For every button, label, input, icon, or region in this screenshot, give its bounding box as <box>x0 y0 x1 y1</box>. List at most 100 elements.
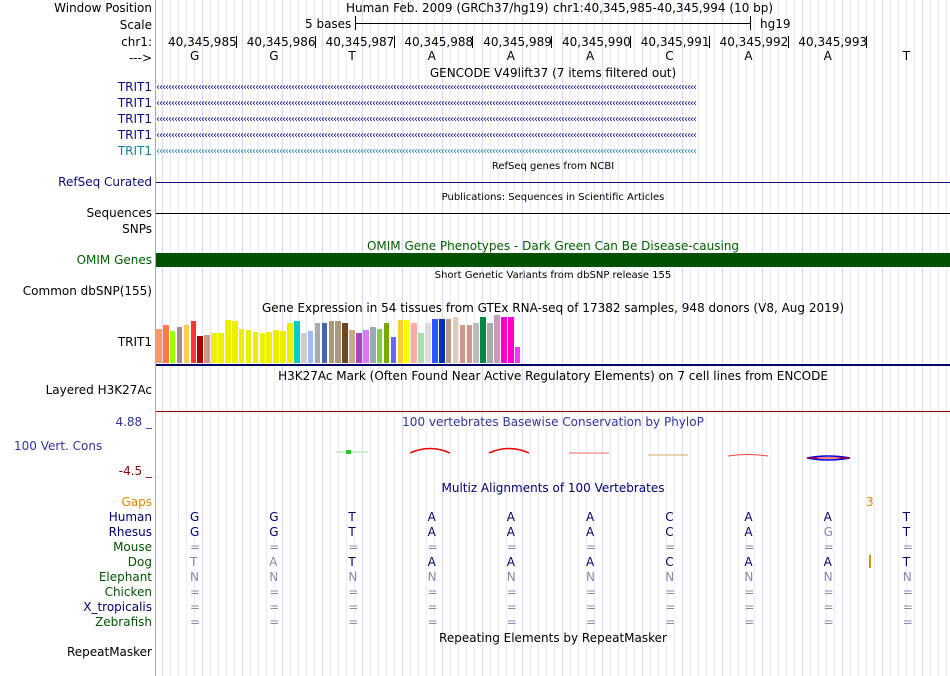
gencode-label[interactable]: TRIT1 <box>117 112 152 126</box>
gtex-bar[interactable] <box>432 319 438 363</box>
species-label[interactable]: X_tropicalis <box>83 600 152 614</box>
gtex-bar[interactable] <box>404 320 411 363</box>
gtex-bar[interactable] <box>487 323 493 363</box>
gtex-bar[interactable] <box>466 325 473 363</box>
gtex-bar[interactable] <box>356 333 362 363</box>
repeatmasker-label[interactable]: RepeatMasker <box>66 645 152 659</box>
gtex-bar[interactable] <box>156 329 162 363</box>
gtex-bar[interactable] <box>425 323 431 363</box>
grid-line <box>802 0 803 676</box>
gencode-label[interactable]: TRIT1 <box>117 128 152 142</box>
gencode-transcript[interactable]: ‹‹‹‹‹‹‹‹‹‹‹‹‹‹‹‹‹‹‹‹‹‹‹‹‹‹‹‹‹‹‹‹‹‹‹‹‹‹‹‹… <box>156 131 697 141</box>
gtex-bar[interactable] <box>294 321 300 363</box>
species-label[interactable]: Human <box>108 510 152 524</box>
ruler-tick <box>787 36 789 48</box>
gtex-bar[interactable] <box>245 330 252 363</box>
gtex-bar[interactable] <box>369 327 376 363</box>
alignment-base: A <box>823 555 832 569</box>
gencode-label[interactable]: TRIT1 <box>117 80 152 94</box>
ruler-tick <box>708 36 710 48</box>
gtex-bar[interactable] <box>162 325 169 363</box>
gtex-bar[interactable] <box>280 331 286 363</box>
gtex-bar[interactable] <box>169 331 176 363</box>
species-label[interactable]: Chicken <box>104 585 152 599</box>
gtex-bar[interactable] <box>501 317 507 363</box>
gtex-bar[interactable] <box>445 319 452 363</box>
gtex-bar[interactable] <box>176 327 183 363</box>
grid-line <box>874 0 875 676</box>
scale-label: Scale <box>119 18 152 32</box>
gtex-bar[interactable] <box>273 330 279 363</box>
gtex-bar[interactable] <box>411 323 417 363</box>
gtex-bar[interactable] <box>225 320 231 363</box>
alignment-base: N <box>190 570 199 584</box>
gtex-bar[interactable] <box>383 323 390 363</box>
gtex-bar[interactable] <box>252 332 259 363</box>
gtex-bar[interactable] <box>300 333 307 363</box>
gtex-bar[interactable] <box>197 336 204 363</box>
gtex-bar[interactable] <box>328 321 335 363</box>
gtex-bar[interactable] <box>335 321 342 363</box>
alignment-base: N <box>665 570 675 584</box>
position-text[interactable]: chr1:40,345,985-40,345,994 (10 bp) <box>553 1 774 15</box>
gtex-bar[interactable] <box>390 337 397 363</box>
species-label[interactable]: Mouse <box>113 540 152 554</box>
snps-label[interactable]: SNPs <box>122 222 152 236</box>
gencode-label[interactable]: TRIT1 <box>117 96 152 110</box>
gtex-label[interactable]: TRIT1 <box>117 335 152 349</box>
gencode-transcript[interactable]: ‹‹‹‹‹‹‹‹‹‹‹‹‹‹‹‹‹‹‹‹‹‹‹‹‹‹‹‹‹‹‹‹‹‹‹‹‹‹‹‹… <box>156 147 697 157</box>
species-label[interactable]: Zebrafish <box>95 615 152 629</box>
gtex-bar[interactable] <box>307 331 314 363</box>
gtex-bar[interactable] <box>376 329 383 363</box>
ruler-position: 40,345,992 <box>719 35 789 49</box>
species-label[interactable]: Elephant <box>98 570 152 584</box>
phylop-title: 100 vertebrates Basewise Conservation by… <box>402 415 704 429</box>
gtex-bar[interactable] <box>397 320 404 363</box>
gtex-bar[interactable] <box>204 335 210 363</box>
gtex-bar[interactable] <box>452 317 459 363</box>
grid-line <box>754 0 755 676</box>
gtex-bar[interactable] <box>349 330 355 363</box>
grid-line <box>778 0 779 676</box>
gtex-bar[interactable] <box>183 325 190 363</box>
species-label[interactable]: Dog <box>127 555 152 569</box>
gtex-bar[interactable] <box>342 323 348 363</box>
gaps-label: Gaps <box>121 495 152 509</box>
gencode-label[interactable]: TRIT1 <box>117 144 152 158</box>
gtex-bar[interactable] <box>473 323 480 363</box>
species-label[interactable]: Rhesus <box>108 525 152 539</box>
gencode-transcript[interactable]: ‹‹‹‹‹‹‹‹‹‹‹‹‹‹‹‹‹‹‹‹‹‹‹‹‹‹‹‹‹‹‹‹‹‹‹‹‹‹‹‹… <box>156 99 697 109</box>
gtex-bar[interactable] <box>238 329 245 363</box>
gtex-bar[interactable] <box>514 347 521 363</box>
omim-gene-bar[interactable] <box>156 253 950 267</box>
gtex-bar[interactable] <box>190 321 197 363</box>
gtex-bar[interactable] <box>321 323 328 363</box>
phylop-glyphs[interactable] <box>156 440 950 464</box>
gtex-bar[interactable] <box>259 333 266 363</box>
phylop-label[interactable]: 100 Vert. Cons <box>14 439 103 453</box>
gtex-bar[interactable] <box>266 332 273 363</box>
gtex-bar[interactable] <box>314 323 321 363</box>
gtex-bar[interactable] <box>507 317 514 363</box>
omim-label[interactable]: OMIM Genes <box>76 253 152 267</box>
gencode-transcript[interactable]: ‹‹‹‹‹‹‹‹‹‹‹‹‹‹‹‹‹‹‹‹‹‹‹‹‹‹‹‹‹‹‹‹‹‹‹‹‹‹‹‹… <box>156 83 697 93</box>
gtex-bar[interactable] <box>480 317 486 363</box>
gtex-bar[interactable] <box>418 333 424 363</box>
alignment-base: = <box>665 615 676 629</box>
sequences-label[interactable]: Sequences <box>86 206 152 220</box>
gtex-bar[interactable] <box>459 325 466 363</box>
gtex-bar[interactable] <box>363 330 369 363</box>
alignment-base: T <box>902 510 911 524</box>
gencode-transcript[interactable]: ‹‹‹‹‹‹‹‹‹‹‹‹‹‹‹‹‹‹‹‹‹‹‹‹‹‹‹‹‹‹‹‹‹‹‹‹‹‹‹‹… <box>156 115 697 125</box>
refseq-label[interactable]: RefSeq Curated <box>58 175 152 189</box>
h3k27ac-label[interactable]: Layered H3K27Ac <box>45 383 152 397</box>
dbsnp-label[interactable]: Common dbSNP(155) <box>22 284 152 298</box>
gtex-bar[interactable] <box>218 333 224 363</box>
alignment-base: = <box>269 540 280 554</box>
gtex-bar[interactable] <box>494 315 500 363</box>
grid-line <box>210 0 211 676</box>
gtex-bar[interactable] <box>211 333 217 363</box>
gtex-bar[interactable] <box>438 319 445 363</box>
gtex-bar[interactable] <box>287 323 293 363</box>
gtex-bar[interactable] <box>231 321 238 363</box>
